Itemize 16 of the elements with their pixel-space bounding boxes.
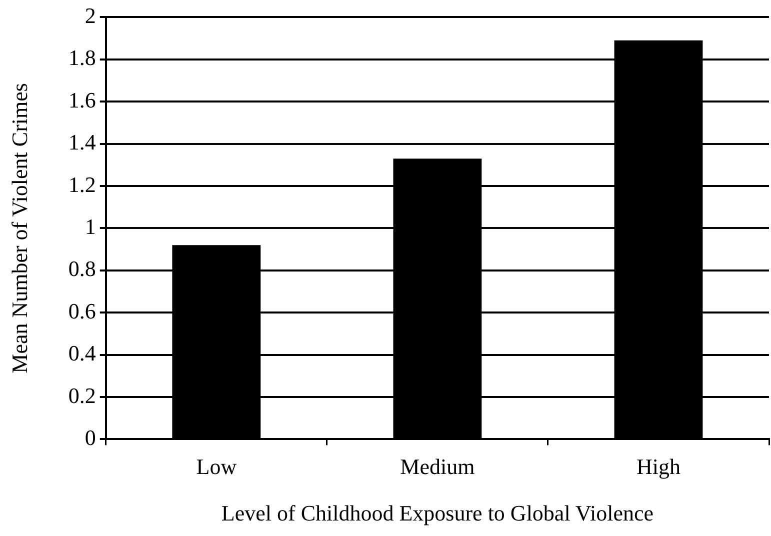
y-tick-label: 0 — [84, 424, 96, 450]
y-tick-label: 0.8 — [68, 256, 96, 282]
x-axis-title: Level of Childhood Exposure to Global Violence — [221, 500, 654, 526]
y-tick-label: 0.6 — [68, 298, 96, 324]
y-tick-label: 1.4 — [68, 130, 96, 155]
x-tick-label: Medium — [400, 454, 475, 480]
x-tick-label: Low — [196, 454, 237, 480]
y-tick-label: 2 — [84, 2, 96, 28]
y-tick-label: 1 — [84, 214, 96, 239]
x-tick-label: High — [636, 454, 680, 480]
y-axis-title: Mean Number of Violent Crimes — [6, 83, 32, 374]
y-tick-label: 0.4 — [68, 340, 96, 366]
y-tick-label: 1.8 — [68, 45, 96, 70]
y-tick-label: 1.6 — [68, 87, 96, 112]
y-tick-label: 0.2 — [68, 382, 96, 408]
y-tick-label: 1.2 — [68, 172, 96, 197]
